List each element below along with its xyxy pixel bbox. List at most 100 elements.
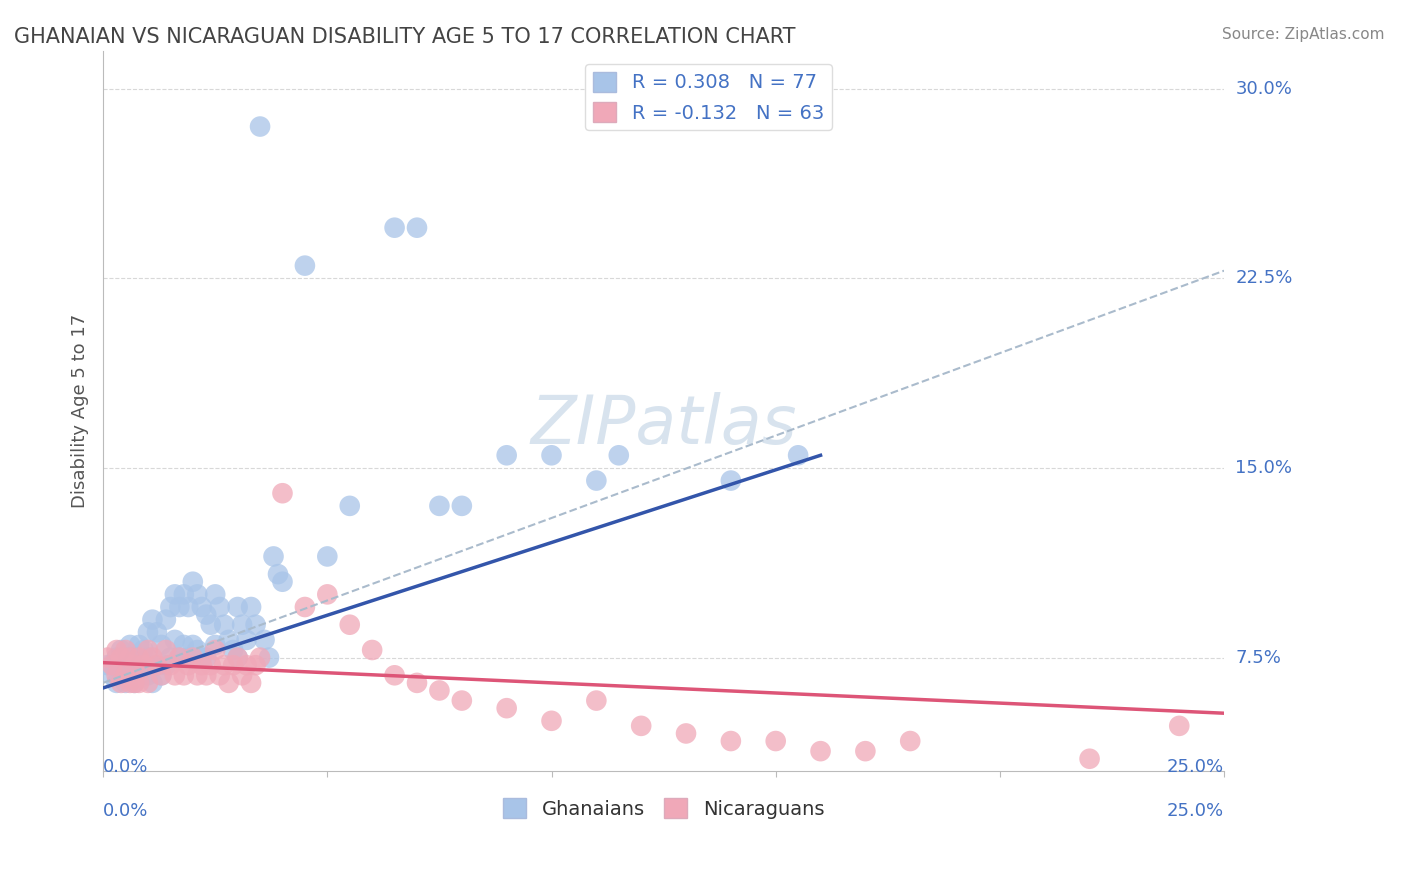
- Point: [222, 643, 245, 657]
- Point: [186, 668, 208, 682]
- Point: [253, 632, 276, 647]
- Point: [105, 650, 128, 665]
- Point: [339, 617, 361, 632]
- Point: [136, 668, 159, 682]
- Point: [853, 744, 876, 758]
- Point: [245, 617, 267, 632]
- Point: [141, 650, 163, 665]
- Point: [146, 625, 169, 640]
- Point: [898, 734, 921, 748]
- Point: [177, 600, 200, 615]
- Point: [97, 658, 120, 673]
- Point: [169, 650, 191, 665]
- Point: [231, 617, 253, 632]
- Point: [155, 658, 177, 673]
- Point: [208, 600, 231, 615]
- Point: [267, 567, 290, 582]
- Point: [218, 676, 240, 690]
- Point: [150, 638, 173, 652]
- Point: [114, 676, 136, 690]
- Point: [540, 448, 562, 462]
- Text: 22.5%: 22.5%: [1236, 269, 1292, 287]
- Point: [231, 668, 253, 682]
- Point: [124, 650, 146, 665]
- Point: [114, 668, 136, 682]
- Point: [181, 638, 204, 652]
- Point: [128, 658, 150, 673]
- Point: [159, 650, 181, 665]
- Point: [195, 607, 218, 622]
- Point: [495, 701, 517, 715]
- Point: [128, 676, 150, 690]
- Point: [105, 676, 128, 690]
- Text: 30.0%: 30.0%: [1236, 79, 1292, 97]
- Point: [124, 676, 146, 690]
- Point: [429, 499, 451, 513]
- Point: [173, 638, 195, 652]
- Point: [240, 676, 263, 690]
- Point: [163, 632, 186, 647]
- Point: [186, 587, 208, 601]
- Point: [136, 643, 159, 657]
- Point: [294, 259, 316, 273]
- Point: [585, 474, 607, 488]
- Point: [240, 600, 263, 615]
- Point: [118, 638, 141, 652]
- Point: [271, 486, 294, 500]
- Point: [124, 658, 146, 673]
- Point: [249, 650, 271, 665]
- Point: [271, 574, 294, 589]
- Point: [630, 719, 652, 733]
- Point: [132, 668, 155, 682]
- Y-axis label: Disability Age 5 to 17: Disability Age 5 to 17: [72, 314, 89, 508]
- Point: [1168, 719, 1191, 733]
- Point: [132, 658, 155, 673]
- Point: [208, 668, 231, 682]
- Point: [212, 658, 235, 673]
- Point: [110, 643, 132, 657]
- Point: [204, 587, 226, 601]
- Point: [124, 676, 146, 690]
- Point: [105, 643, 128, 657]
- Point: [136, 676, 159, 690]
- Text: 25.0%: 25.0%: [1167, 758, 1225, 776]
- Point: [450, 499, 472, 513]
- Point: [263, 549, 285, 564]
- Point: [204, 638, 226, 652]
- Point: [540, 714, 562, 728]
- Point: [212, 617, 235, 632]
- Point: [495, 448, 517, 462]
- Point: [105, 668, 128, 682]
- Point: [114, 643, 136, 657]
- Point: [294, 600, 316, 615]
- Point: [177, 658, 200, 673]
- Point: [765, 734, 787, 748]
- Point: [607, 448, 630, 462]
- Point: [191, 650, 214, 665]
- Point: [450, 693, 472, 707]
- Point: [675, 726, 697, 740]
- Point: [114, 658, 136, 673]
- Point: [235, 632, 257, 647]
- Point: [316, 587, 339, 601]
- Point: [110, 676, 132, 690]
- Point: [118, 676, 141, 690]
- Point: [200, 617, 222, 632]
- Point: [249, 120, 271, 134]
- Point: [218, 632, 240, 647]
- Point: [173, 668, 195, 682]
- Point: [810, 744, 832, 758]
- Point: [128, 638, 150, 652]
- Point: [177, 650, 200, 665]
- Point: [1078, 752, 1101, 766]
- Point: [118, 650, 141, 665]
- Point: [181, 574, 204, 589]
- Point: [200, 658, 222, 673]
- Point: [191, 658, 214, 673]
- Point: [339, 499, 361, 513]
- Point: [316, 549, 339, 564]
- Point: [204, 643, 226, 657]
- Point: [186, 643, 208, 657]
- Text: 0.0%: 0.0%: [103, 802, 149, 820]
- Legend: Ghanaians, Nicaraguans: Ghanaians, Nicaraguans: [495, 790, 832, 827]
